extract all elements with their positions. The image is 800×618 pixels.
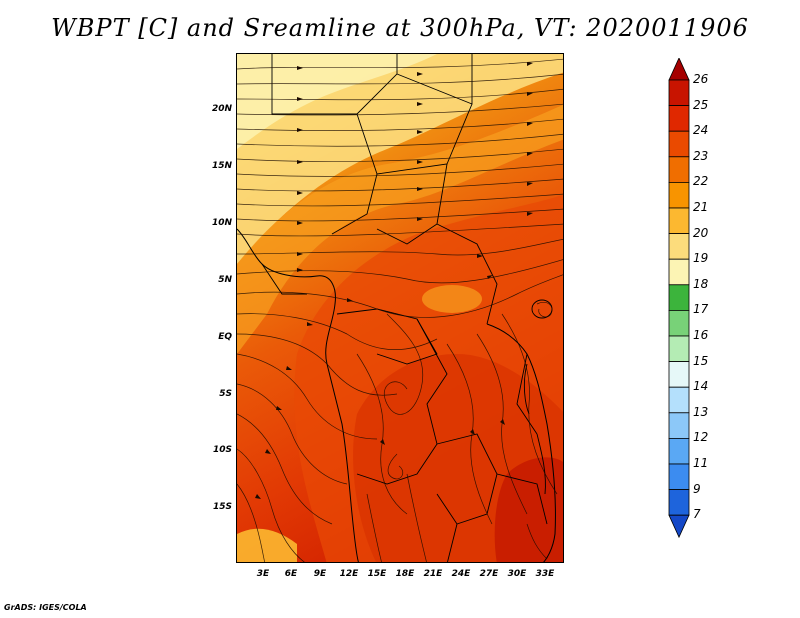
colorbar-tick-label: 7 xyxy=(693,507,701,522)
mid-zone xyxy=(237,104,563,354)
lat-label-15n: 15N xyxy=(211,161,232,171)
colorbar-tick-label: 22 xyxy=(693,174,709,189)
lat-label-5s: 5S xyxy=(219,389,232,399)
colorbar-tick-label: 17 xyxy=(693,302,709,317)
lat-label-10n: 10N xyxy=(211,218,232,228)
hot-spot-southeast xyxy=(494,457,563,562)
colorbar-box xyxy=(668,258,690,286)
coolest-zone-north xyxy=(237,54,437,149)
streamline-arrows xyxy=(255,62,533,499)
lon-label-21e: 21E xyxy=(423,569,443,579)
map-panel xyxy=(236,53,564,563)
colorbar-tick-label: 21 xyxy=(693,200,709,214)
lon-label-33e: 33E xyxy=(535,569,555,579)
colorbar-box xyxy=(668,412,690,439)
colorbar-bottom-triangle xyxy=(668,514,690,539)
colorbar-box xyxy=(668,156,690,183)
colorbar-tick-label: 12 xyxy=(693,430,709,445)
colorbar-tick-label: 20 xyxy=(693,225,709,240)
lat-label-10s: 10S xyxy=(212,445,232,455)
colorbar-box xyxy=(668,463,690,491)
lon-label-6e: 6E xyxy=(284,569,298,579)
lat-label-15s: 15S xyxy=(212,502,232,512)
lon-label-12e: 12E xyxy=(339,569,359,579)
colorbar-box xyxy=(668,182,690,209)
colorbar-box xyxy=(668,130,690,158)
colorbar-box xyxy=(668,79,690,107)
colorbar-tick-label: 24 xyxy=(693,123,709,138)
streamlines xyxy=(237,58,563,562)
colorbar-box xyxy=(668,233,690,260)
colorbar-tick-label: 9 xyxy=(693,481,701,496)
chart-title: WBPT [C] and Sreamline at 300hPa, VT: 20… xyxy=(51,14,749,42)
colorbar-tick-label: 14 xyxy=(693,379,709,394)
colorbar-box xyxy=(668,437,690,465)
colorbar-box xyxy=(668,489,690,516)
lat-label-eq: EQ xyxy=(218,332,232,342)
colorbar-box xyxy=(668,361,690,388)
lon-label-9e: 9E xyxy=(313,569,327,579)
colorbar-top-triangle xyxy=(668,58,690,81)
cool-zone-southwest xyxy=(237,528,297,562)
colorbar-box xyxy=(668,207,690,235)
lon-label-3e: 3E xyxy=(256,569,270,579)
colorbar-tick-label: 11 xyxy=(693,456,709,470)
colorbar-tick-label: 19 xyxy=(693,251,709,266)
colorbar-tick-label: 23 xyxy=(693,148,709,163)
colorbar-tick-label: 26 xyxy=(693,72,709,86)
colorbar-box xyxy=(668,335,690,363)
lon-label-15e: 15E xyxy=(367,569,387,579)
lon-label-30e: 30E xyxy=(507,569,527,579)
colorbar-tick-label: 25 xyxy=(693,97,709,112)
cool-patch-central xyxy=(422,285,482,313)
cool-zone-north xyxy=(237,54,563,264)
lon-label-18e: 18E xyxy=(395,569,415,579)
wbpt-map xyxy=(237,54,563,562)
colorbar-box xyxy=(668,386,690,414)
lon-label-24e: 24E xyxy=(451,569,471,579)
lat-label-20n: 20N xyxy=(211,104,232,114)
colorbar-tick-label: 16 xyxy=(693,328,709,342)
grads-credit: GrADS: IGES/COLA xyxy=(4,603,87,612)
colorbar-tick-label: 18 xyxy=(693,276,709,291)
colorbar-box xyxy=(668,105,690,132)
lat-label-5n: 5N xyxy=(218,275,232,285)
colorbar-box xyxy=(668,309,690,337)
lon-label-27e: 27E xyxy=(479,569,499,579)
colorbar-tick-label: 13 xyxy=(693,404,709,419)
colorbar-box xyxy=(668,284,690,311)
colorbar-tick-label: 15 xyxy=(693,353,709,368)
colorbar xyxy=(668,58,690,539)
coastlines xyxy=(237,228,556,562)
